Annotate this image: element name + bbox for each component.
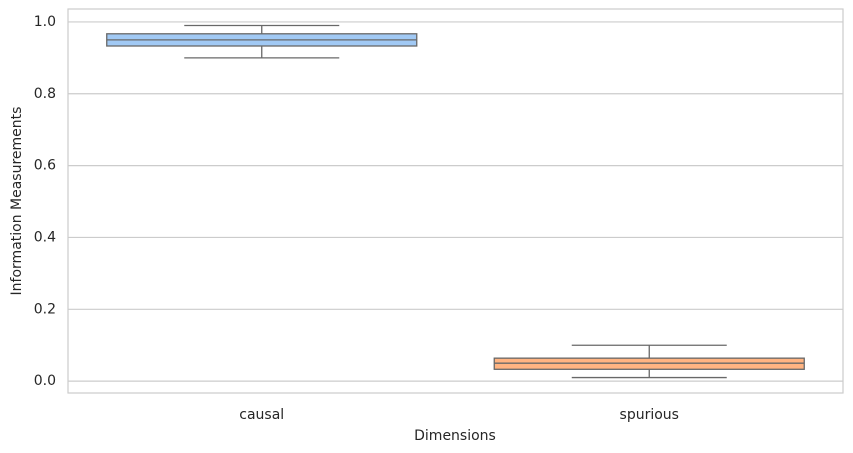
- x-tick-label: spurious: [620, 407, 679, 423]
- y-tick-label: 1.0: [34, 14, 56, 30]
- y-tick-label: 0.8: [34, 86, 56, 102]
- y-tick-label: 0.2: [34, 301, 56, 317]
- y-tick-label: 0.6: [34, 158, 56, 174]
- y-tick-label: 0.4: [34, 229, 56, 245]
- x-axis-label: Dimensions: [414, 428, 496, 444]
- x-tick-label: causal: [239, 407, 284, 423]
- plot-frame: [67, 8, 844, 394]
- y-tick-label: 0.0: [34, 373, 56, 389]
- y-axis-label: Information Measurements: [9, 107, 25, 296]
